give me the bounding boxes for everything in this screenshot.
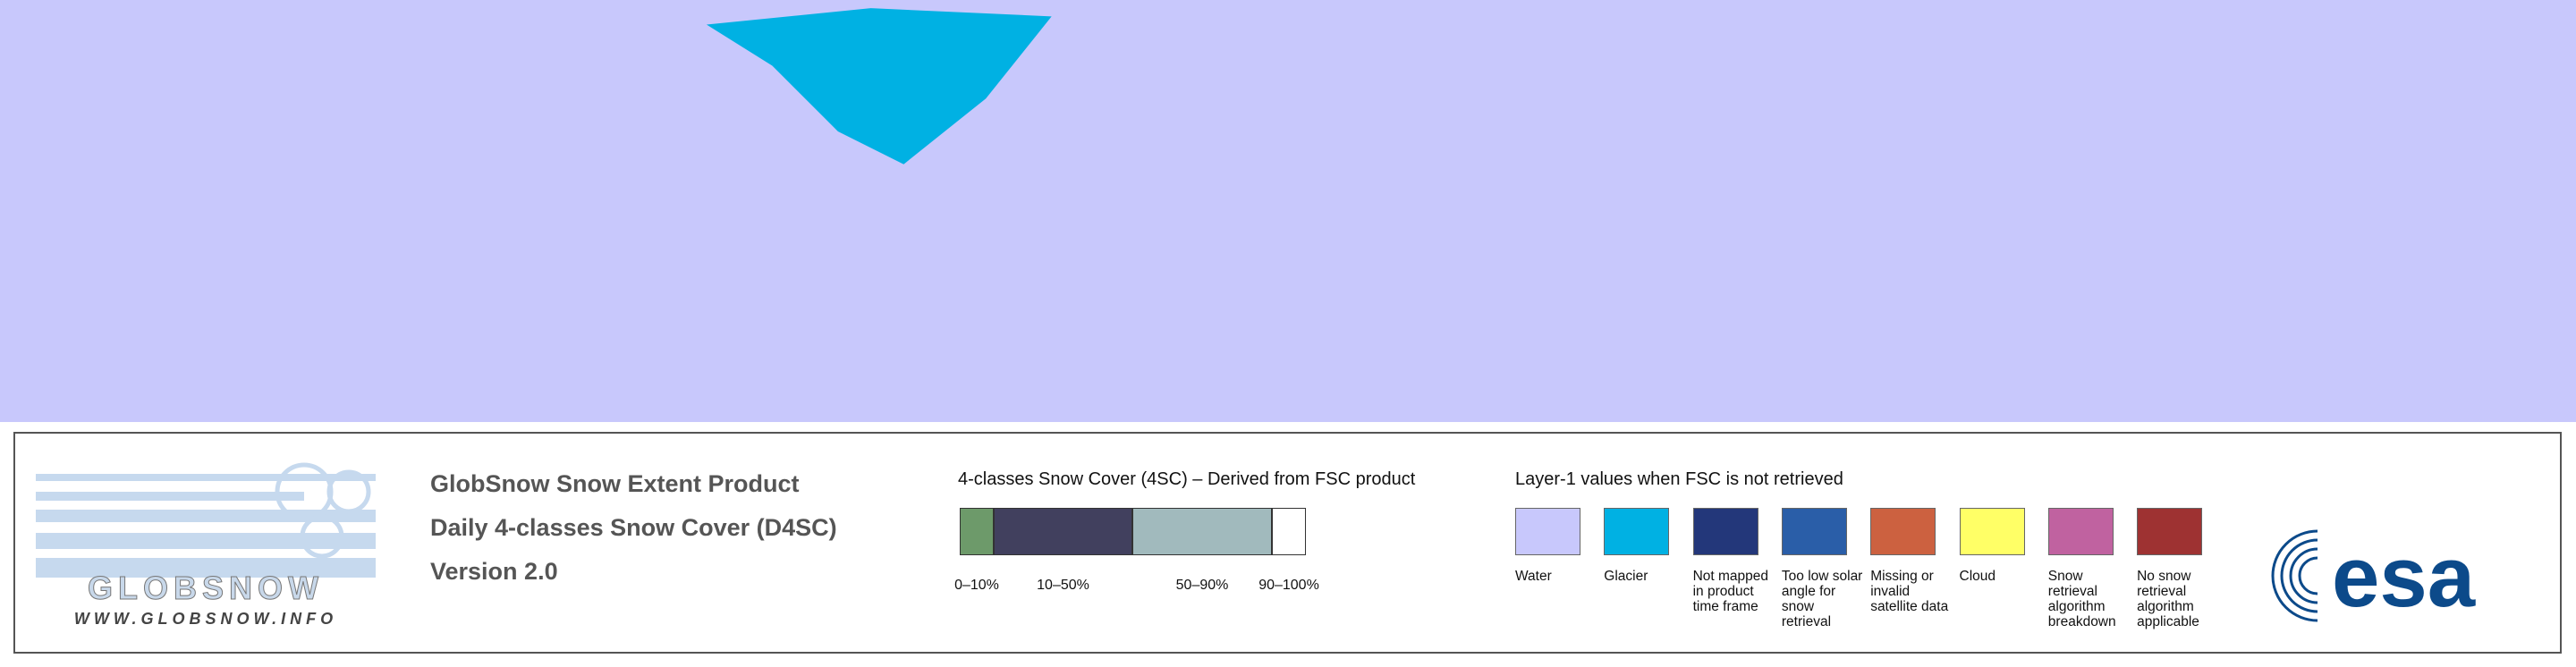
layer1-label: Missing or invalid satellite data: [1870, 569, 1949, 614]
globsnow-logo: GLOBSNOW WWW.GLOBSNOW.INFO: [36, 462, 376, 626]
logo-url: WWW.GLOBSNOW.INFO: [74, 610, 337, 626]
logo-name: GLOBSNOW: [88, 570, 324, 606]
snow-class-label: 90–100%: [1258, 578, 1319, 593]
layer1-label: Not mapped in product time frame: [1692, 569, 1769, 614]
product-version: Version 2.0: [430, 558, 558, 585]
product-title: GlobSnow Snow Extent Product: [430, 470, 800, 497]
esa-logo: esa: [2271, 526, 2476, 626]
snow-class-swatch: [960, 508, 994, 555]
legend-panel: [13, 432, 2562, 654]
layer1-swatch: [2047, 508, 2114, 555]
snow-class-label: 0–10%: [954, 578, 999, 593]
snow-class-swatch: [994, 508, 1132, 555]
layer1-swatch: [1515, 508, 1580, 555]
snow-class-swatch: [1132, 508, 1272, 555]
layer1-swatch: [1870, 508, 1936, 555]
snow-map: [0, 0, 2576, 422]
layer1-label: Too low solar angle for snow retrieval: [1781, 569, 1863, 629]
water: [0, 0, 2576, 422]
snow-cover-title: 4-classes Snow Cover (4SC) – Derived fro…: [958, 469, 1416, 489]
layer1-label: Snow retrieval algorithm breakdown: [2047, 569, 2116, 629]
layer1-swatch: [1959, 508, 2025, 555]
layer1-swatch: [1692, 508, 1758, 555]
snow-class-label: 10–50%: [1037, 578, 1089, 593]
layer1-title: Layer-1 values when FSC is not retrieved: [1515, 469, 1843, 489]
esa-name: esa: [2332, 529, 2476, 625]
layer1-label: No snow retrieval algorithm applicable: [2137, 569, 2199, 629]
snow-class-swatch: [1272, 508, 1306, 555]
layer1-label: Glacier: [1604, 569, 1648, 584]
layer1-swatch: [2137, 508, 2203, 555]
snow-class-label: 50–90%: [1175, 578, 1229, 593]
layer1-swatch: [1604, 508, 1670, 555]
layer1-label: Water: [1515, 569, 1552, 584]
layer1-swatch: [1781, 508, 1847, 555]
product-subtitle: Daily 4-classes Snow Cover (D4SC): [430, 514, 837, 541]
layer1-label: Cloud: [1959, 569, 1996, 584]
